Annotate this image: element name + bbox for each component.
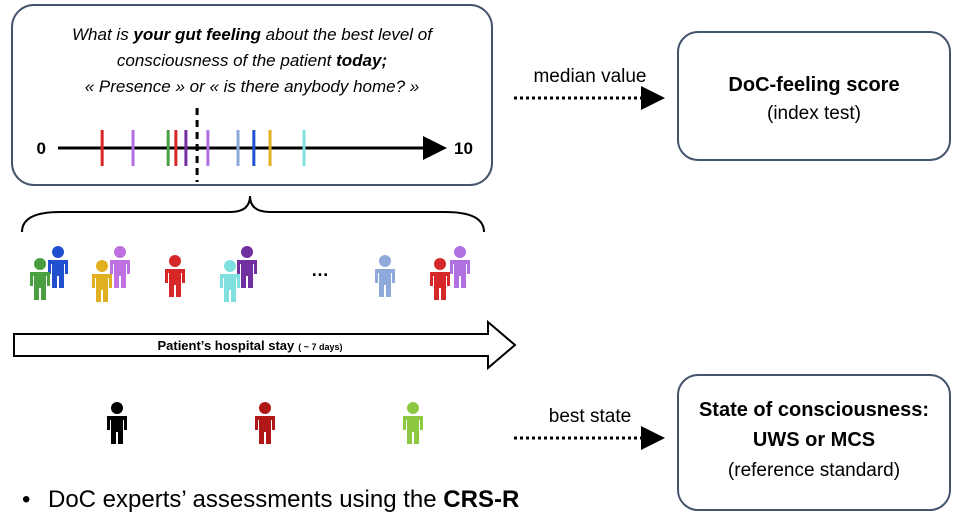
question-segment: « Presence » or « is there anybody home?… bbox=[85, 77, 420, 96]
question: What is your gut feeling about the best … bbox=[72, 25, 434, 96]
index-box bbox=[677, 31, 951, 161]
person-head bbox=[454, 246, 466, 258]
reference-line2: UWS or MCS bbox=[753, 429, 875, 451]
stay-duration: ( ~ 7 days) bbox=[298, 342, 342, 352]
person-head bbox=[434, 258, 446, 270]
person-icon bbox=[165, 255, 185, 297]
person-body bbox=[255, 416, 275, 444]
brace bbox=[21, 195, 485, 233]
index-title: DoC-feeling score bbox=[728, 74, 899, 96]
person-body bbox=[48, 260, 68, 288]
person-icon bbox=[92, 260, 112, 302]
person-body bbox=[450, 260, 470, 288]
question-segment: about the best level of bbox=[261, 25, 434, 44]
ellipsis: … bbox=[311, 260, 329, 280]
stay-text: Patient’s hospital stay bbox=[157, 338, 295, 353]
person-icon bbox=[255, 402, 275, 444]
bullet-main: DoC experts’ assessments using the bbox=[48, 486, 443, 513]
person-icon bbox=[110, 246, 130, 288]
person-head bbox=[114, 246, 126, 258]
person-body bbox=[107, 416, 127, 444]
person-body bbox=[92, 274, 112, 302]
person-icon bbox=[403, 402, 423, 444]
person-head bbox=[34, 258, 46, 270]
person-icon bbox=[375, 255, 395, 297]
person-head bbox=[169, 255, 181, 267]
person-head bbox=[224, 260, 236, 272]
person-head bbox=[96, 260, 108, 272]
question-line: What is your gut feeling about the best … bbox=[72, 25, 434, 44]
scale-max: 10 bbox=[454, 139, 473, 158]
person-body bbox=[375, 269, 395, 297]
question-segment: consciousness of the patient bbox=[117, 51, 336, 70]
person-body bbox=[237, 260, 257, 288]
reference-box bbox=[677, 374, 951, 511]
person-icon bbox=[107, 402, 127, 444]
person-head bbox=[52, 246, 64, 258]
person-head bbox=[241, 246, 253, 258]
person-body bbox=[220, 274, 240, 302]
person-icon bbox=[30, 258, 50, 300]
person-icon bbox=[48, 246, 68, 288]
reference-subtitle: (reference standard) bbox=[728, 460, 900, 481]
person-icon bbox=[430, 258, 450, 300]
question-line: consciousness of the patient today; bbox=[117, 51, 387, 70]
question-segment: today; bbox=[336, 51, 387, 70]
person-icon bbox=[450, 246, 470, 288]
median-label: median value bbox=[533, 66, 646, 87]
person-head bbox=[111, 402, 123, 414]
best-label: best state bbox=[549, 406, 631, 427]
person-icon bbox=[220, 260, 240, 302]
stay-arrow bbox=[13, 319, 517, 371]
bullet-text: DoC experts’ assessments using the CRS-R bbox=[48, 486, 519, 513]
person-body bbox=[30, 272, 50, 300]
reference-title: State of consciousness: bbox=[699, 399, 929, 421]
question-segment: your gut feeling bbox=[132, 25, 261, 44]
person-head bbox=[259, 402, 271, 414]
bullet-marker: • bbox=[22, 486, 30, 513]
person-body bbox=[165, 269, 185, 297]
stay-label: Patient’s hospital stay( ~ 7 days) bbox=[157, 338, 342, 353]
person-head bbox=[379, 255, 391, 267]
person-body bbox=[110, 260, 130, 288]
question-line: « Presence » or « is there anybody home?… bbox=[85, 77, 420, 96]
person-body bbox=[430, 272, 450, 300]
index-subtitle: (index test) bbox=[767, 103, 861, 124]
scale-min: 0 bbox=[37, 139, 46, 158]
person-icon bbox=[237, 246, 257, 288]
person-body bbox=[403, 416, 423, 444]
bullet-emphasis: CRS-R bbox=[443, 486, 519, 513]
question-segment: What is bbox=[72, 25, 133, 44]
person-head bbox=[407, 402, 419, 414]
